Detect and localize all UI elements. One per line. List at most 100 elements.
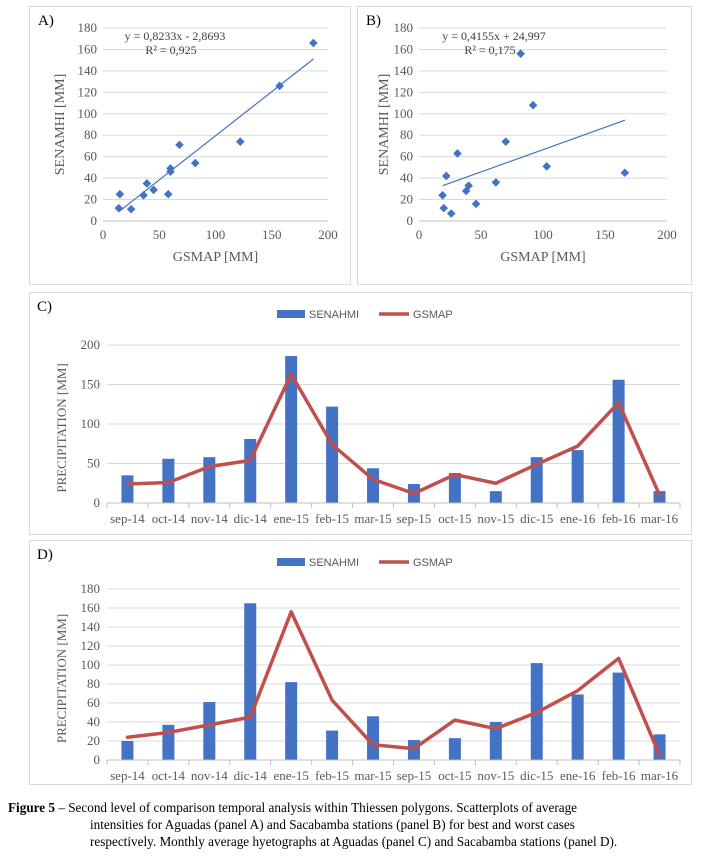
x-tick-label: 150 — [595, 227, 615, 242]
x-tick-label: nov-15 — [477, 511, 514, 526]
bar-senahmi — [448, 738, 461, 760]
y-tick-label: 100 — [394, 106, 414, 121]
y-tick-label: 120 — [394, 84, 414, 99]
trendline — [442, 119, 626, 187]
y-axis-label: SENAMHI [MM] — [377, 74, 392, 176]
x-tick-label: 200 — [657, 227, 677, 242]
y-tick-label: 80 — [87, 676, 100, 691]
y-tick-label: 0 — [94, 495, 101, 510]
y-axis-label: PRECIPITATION [MM] — [54, 614, 69, 743]
bar-senahmi — [326, 730, 339, 760]
scatter-point — [620, 168, 630, 178]
bar-senahmi — [653, 734, 666, 760]
y-tick-label: 0 — [94, 752, 101, 767]
y-tick-label: 60 — [400, 149, 413, 164]
bar-senahmi — [571, 450, 584, 503]
y-axis-label: SENAMHI [MM] — [53, 74, 68, 176]
x-tick-label: feb-15 — [315, 511, 349, 526]
caption-line-3: respectively. Monthly average hyetograph… — [90, 834, 618, 849]
y-tick-label: 160 — [81, 600, 101, 615]
hyetograph-chart-d: 0 20 40 60 80 100 120 140 160 180 sep-14 oct-14 nov-… — [37, 547, 681, 783]
scatter-point — [439, 203, 449, 213]
x-tick-label: oct-15 — [438, 511, 471, 526]
scatter-point — [139, 190, 148, 200]
legend-label-gsmap: GSMAP — [413, 309, 453, 321]
panel-label: D) — [37, 547, 53, 563]
scatter-point — [441, 171, 451, 181]
scatter-point — [542, 162, 552, 171]
line-gsmap — [125, 372, 662, 497]
bar-senahmi — [326, 406, 339, 503]
y-tick-label: 20 — [87, 733, 100, 748]
hyetograph-chart-c: 0 50 100 150 200 sep-14 oct-14 nov-14 dic-14 ene-… — [37, 299, 681, 526]
bar-senahmi — [612, 379, 625, 503]
y-tick-label: 160 — [394, 41, 414, 56]
x-tick-label: nov-14 — [191, 768, 228, 783]
scatter-point — [126, 204, 136, 214]
x-tick-label: dic-14 — [234, 768, 268, 783]
scatter-point — [471, 199, 481, 209]
legend-swatch-senahmi — [277, 310, 305, 318]
y-tick-label: 180 — [78, 20, 98, 35]
bar-senahmi — [121, 475, 134, 503]
scatter-point — [190, 158, 200, 168]
x-tick-label: sep-15 — [397, 768, 432, 783]
legend-label-senahmi: SENAHMI — [309, 309, 359, 321]
y-tick-label: 20 — [400, 192, 413, 207]
legend-label-gsmap: GSMAP — [413, 557, 453, 569]
scatter-point — [166, 164, 175, 173]
y-tick-label: 40 — [87, 714, 100, 729]
bar-senahmi — [121, 741, 134, 760]
y-tick-label: 140 — [78, 63, 98, 78]
scatter-point — [464, 181, 473, 190]
line-gsmap — [125, 610, 662, 757]
bar-senahmi — [530, 457, 543, 503]
scatter-point — [309, 38, 318, 48]
scatter-point — [175, 140, 184, 150]
bar-senahmi — [367, 716, 380, 760]
x-axis-label: GSMAP [MM] — [173, 250, 258, 265]
x-tick-label: dic-15 — [520, 768, 553, 783]
y-tick-label: 40 — [84, 170, 97, 185]
y-tick-label: 50 — [87, 456, 100, 471]
scatter-point — [501, 137, 511, 146]
x-tick-label: mar-16 — [641, 511, 679, 526]
bar-senahmi — [203, 457, 216, 503]
scatter-point — [528, 100, 538, 110]
legend-label-senahmi: SENAHMI — [309, 557, 359, 569]
bar-senahmi — [244, 603, 257, 760]
x-tick-label: 0 — [416, 227, 423, 242]
x-tick-label: oct-14 — [152, 768, 186, 783]
bar-senahmi — [203, 702, 216, 760]
y-tick-label: 100 — [78, 106, 98, 121]
scatter-point — [115, 189, 125, 199]
x-tick-label: dic-15 — [520, 511, 553, 526]
trend-equation: y = 0,8233x - 2,8693 — [125, 29, 226, 43]
bar-senahmi — [653, 491, 666, 503]
bar-senahmi — [448, 472, 461, 503]
trend-r-squared: R² = 0,925 — [145, 43, 196, 57]
scatter-point — [275, 81, 284, 91]
y-tick-label: 60 — [87, 695, 100, 710]
bar-senahmi — [285, 356, 298, 503]
y-tick-label: 80 — [84, 127, 97, 142]
y-tick-label: 40 — [400, 170, 413, 185]
scatter-point — [438, 190, 447, 200]
x-tick-label: 200 — [318, 227, 338, 242]
x-tick-label: 50 — [475, 227, 488, 242]
hyetograph-panel-d: 0 20 40 60 80 100 120 140 160 180 sep-14 oct-14 nov-… — [29, 540, 692, 785]
scatter-point — [235, 137, 245, 146]
scatter-point — [491, 178, 501, 187]
x-tick-label: ene-16 — [560, 768, 596, 783]
x-tick-label: sep-14 — [110, 768, 145, 783]
scatter-chart-b: 0 20 40 60 80 100 120 140 160 180 0 50 100 150 200 GSMA… — [366, 13, 677, 265]
scatter-chart-a: 0 20 40 60 80 100 120 140 160 180 0 50 100 150 200 GSMA… — [38, 13, 338, 265]
x-axis-label: GSMAP [MM] — [500, 250, 585, 265]
y-tick-label: 80 — [400, 127, 413, 142]
bar-senahmi — [285, 682, 298, 760]
legend-swatch-senahmi — [277, 558, 305, 566]
y-tick-label: 160 — [78, 41, 98, 56]
scatter-point — [446, 209, 456, 218]
x-tick-label: feb-16 — [602, 511, 636, 526]
caption-line-2: intensities for Aguadas (panel A) and Sa… — [90, 817, 575, 832]
